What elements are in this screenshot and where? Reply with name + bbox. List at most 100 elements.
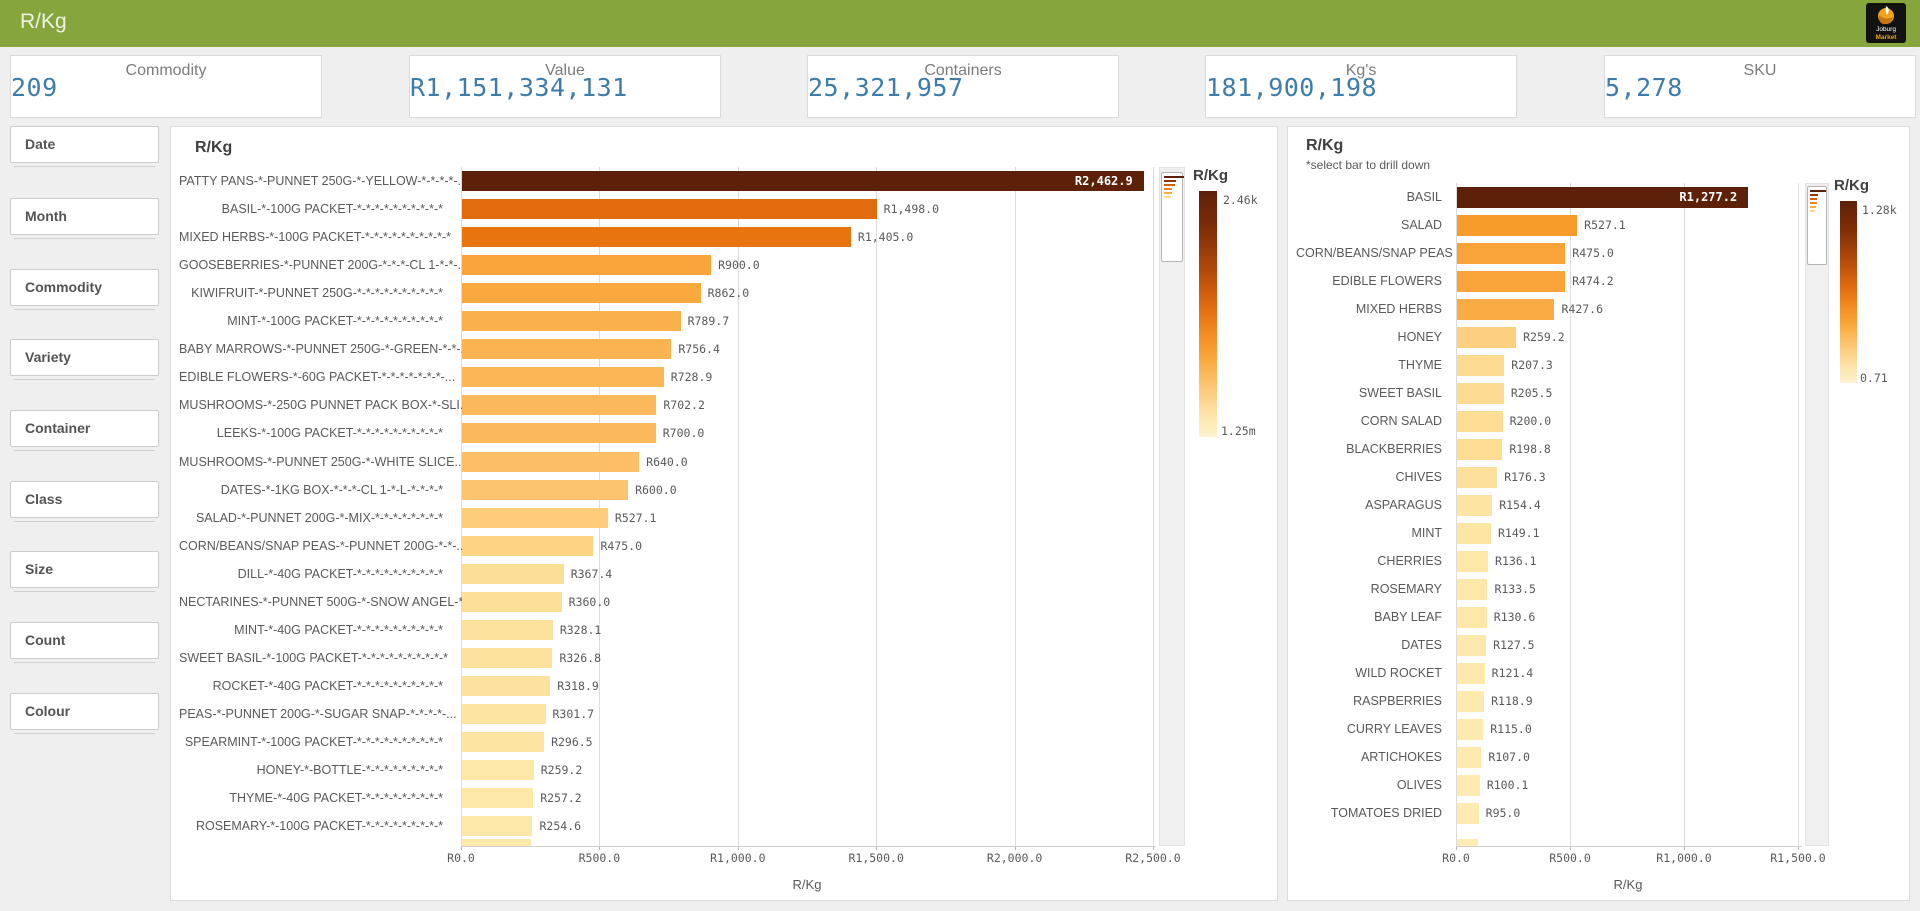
bar[interactable]	[462, 760, 534, 781]
bar[interactable]	[1457, 522, 1491, 544]
bar[interactable]	[462, 171, 1144, 191]
category-label: CORN/BEANS/SNAP PEAS	[1296, 246, 1453, 260]
bar[interactable]	[462, 732, 545, 752]
bar[interactable]	[462, 283, 701, 304]
category-label: EDIBLE FLOWERS-*-60G PACKET-*-*-*-*-*-*-…	[179, 370, 456, 385]
bar[interactable]	[1457, 746, 1482, 768]
partial-bar[interactable]	[1457, 839, 1478, 846]
value-label: R527.1	[614, 510, 657, 525]
category-label: MINT-*-40G PACKET-*-*-*-*-*-*-*-*-*-*	[234, 622, 443, 637]
bar[interactable]	[1457, 774, 1480, 796]
app-header: R/Kg Joburg Market	[0, 0, 1920, 47]
category-label: BABY MARROWS-*-PUNNET 250G-*-GREEN-*-*-.…	[179, 342, 471, 357]
bar[interactable]	[462, 675, 551, 696]
x-tick-label: R2,500.0	[1125, 851, 1181, 865]
bar[interactable]	[1457, 550, 1489, 572]
bar[interactable]	[1457, 494, 1493, 516]
bar[interactable]	[462, 591, 562, 612]
x-tick-label: R0.0	[447, 851, 475, 865]
legend-max-label: 2.46k	[1223, 193, 1258, 207]
filter-month[interactable]: Month	[10, 198, 159, 239]
filter-commodity[interactable]: Commodity	[10, 269, 159, 310]
minimap-bar	[1810, 194, 1818, 196]
kpi-label: Value	[545, 62, 585, 79]
bar[interactable]	[1457, 186, 1749, 208]
category-label: DATES	[1401, 638, 1442, 652]
filter-size[interactable]: Size	[10, 551, 159, 592]
value-label: R360.0	[568, 594, 611, 609]
bar[interactable]	[462, 395, 657, 416]
bar[interactable]	[462, 816, 533, 837]
bar[interactable]	[462, 367, 664, 388]
bar[interactable]	[1457, 690, 1485, 712]
scrollbar-thumb[interactable]	[1807, 186, 1827, 265]
bar[interactable]	[462, 507, 608, 528]
bar[interactable]	[462, 227, 851, 248]
bar[interactable]	[1457, 634, 1487, 656]
filter-container[interactable]: Container	[10, 410, 159, 451]
bar[interactable]	[462, 311, 681, 332]
filter-count[interactable]: Count	[10, 622, 159, 663]
bar[interactable]	[1457, 354, 1505, 376]
bar[interactable]	[1457, 326, 1517, 348]
value-label: R700.0	[662, 426, 705, 441]
bar[interactable]	[462, 535, 594, 556]
bar[interactable]	[1457, 270, 1566, 292]
value-label: R862.0	[707, 286, 750, 301]
bar[interactable]	[462, 255, 712, 276]
value-label: R127.5	[1493, 638, 1535, 652]
bar[interactable]	[462, 451, 640, 472]
bar[interactable]	[1457, 410, 1503, 432]
kpi-tile-commodity: Commodity 209	[10, 55, 322, 118]
bar[interactable]	[1457, 438, 1503, 460]
legend-title: R/Kg	[1834, 177, 1869, 194]
filter-colour[interactable]: Colour	[10, 693, 159, 734]
bar[interactable]	[462, 788, 534, 809]
value-label: R475.0	[600, 538, 643, 553]
filter-date[interactable]: Date	[10, 126, 159, 167]
bar[interactable]	[1457, 718, 1484, 740]
value-label: R205.5	[1510, 386, 1553, 400]
filter-class[interactable]: Class	[10, 481, 159, 522]
category-label: SALAD-*-PUNNET 200G-*-MIX-*-*-*-*-*-*-*-…	[195, 510, 443, 525]
bar[interactable]	[462, 339, 672, 360]
bar[interactable]	[1457, 606, 1487, 628]
gridline	[1014, 167, 1016, 846]
category-label: ROCKET-*-40G PACKET-*-*-*-*-*-*-*-*-*-*	[212, 678, 443, 693]
category-label: LEEKS-*-100G PACKET-*-*-*-*-*-*-*-*-*-*	[216, 426, 443, 441]
category-label: BASIL-*-100G PACKET-*-*-*-*-*-*-*-*-*-*	[221, 202, 443, 217]
bar[interactable]	[1457, 214, 1578, 236]
category-label: MUSHROOMS-*-250G PUNNET PACK BOX-*-SLI..…	[179, 398, 471, 413]
bar[interactable]	[1457, 298, 1555, 320]
x-tick-label: R2,000.0	[986, 851, 1043, 865]
value-label: R149.1	[1497, 526, 1540, 540]
gridline	[461, 167, 462, 846]
bar[interactable]	[462, 479, 629, 500]
value-label: R115.0	[1490, 722, 1532, 736]
bar[interactable]	[462, 423, 656, 444]
chart-scrollbar[interactable]	[1159, 167, 1185, 846]
scrollbar-thumb[interactable]	[1161, 172, 1184, 262]
bar[interactable]	[1457, 662, 1485, 684]
bar[interactable]	[1457, 802, 1479, 824]
category-label: MIXED HERBS-*-100G PACKET-*-*-*-*-*-*-*-…	[179, 230, 452, 245]
value-label: R640.0	[646, 454, 688, 469]
bar[interactable]	[462, 703, 546, 724]
bar[interactable]	[1457, 578, 1488, 600]
bar[interactable]	[1457, 382, 1504, 404]
chart-scrollbar[interactable]	[1805, 183, 1829, 846]
partial-bar[interactable]	[462, 839, 532, 846]
bar[interactable]	[462, 647, 553, 668]
minimap-bar	[1810, 206, 1816, 208]
gridline	[737, 167, 739, 846]
axis-tick	[1684, 846, 1685, 850]
bar[interactable]	[1457, 242, 1566, 264]
bar[interactable]	[462, 563, 564, 584]
category-label: SALAD	[1401, 218, 1442, 232]
gridline	[1684, 183, 1685, 846]
filter-variety[interactable]: Variety	[10, 339, 159, 380]
filter-label: Date	[25, 136, 56, 152]
bar[interactable]	[462, 199, 877, 220]
bar[interactable]	[1457, 466, 1498, 488]
bar[interactable]	[462, 619, 553, 640]
